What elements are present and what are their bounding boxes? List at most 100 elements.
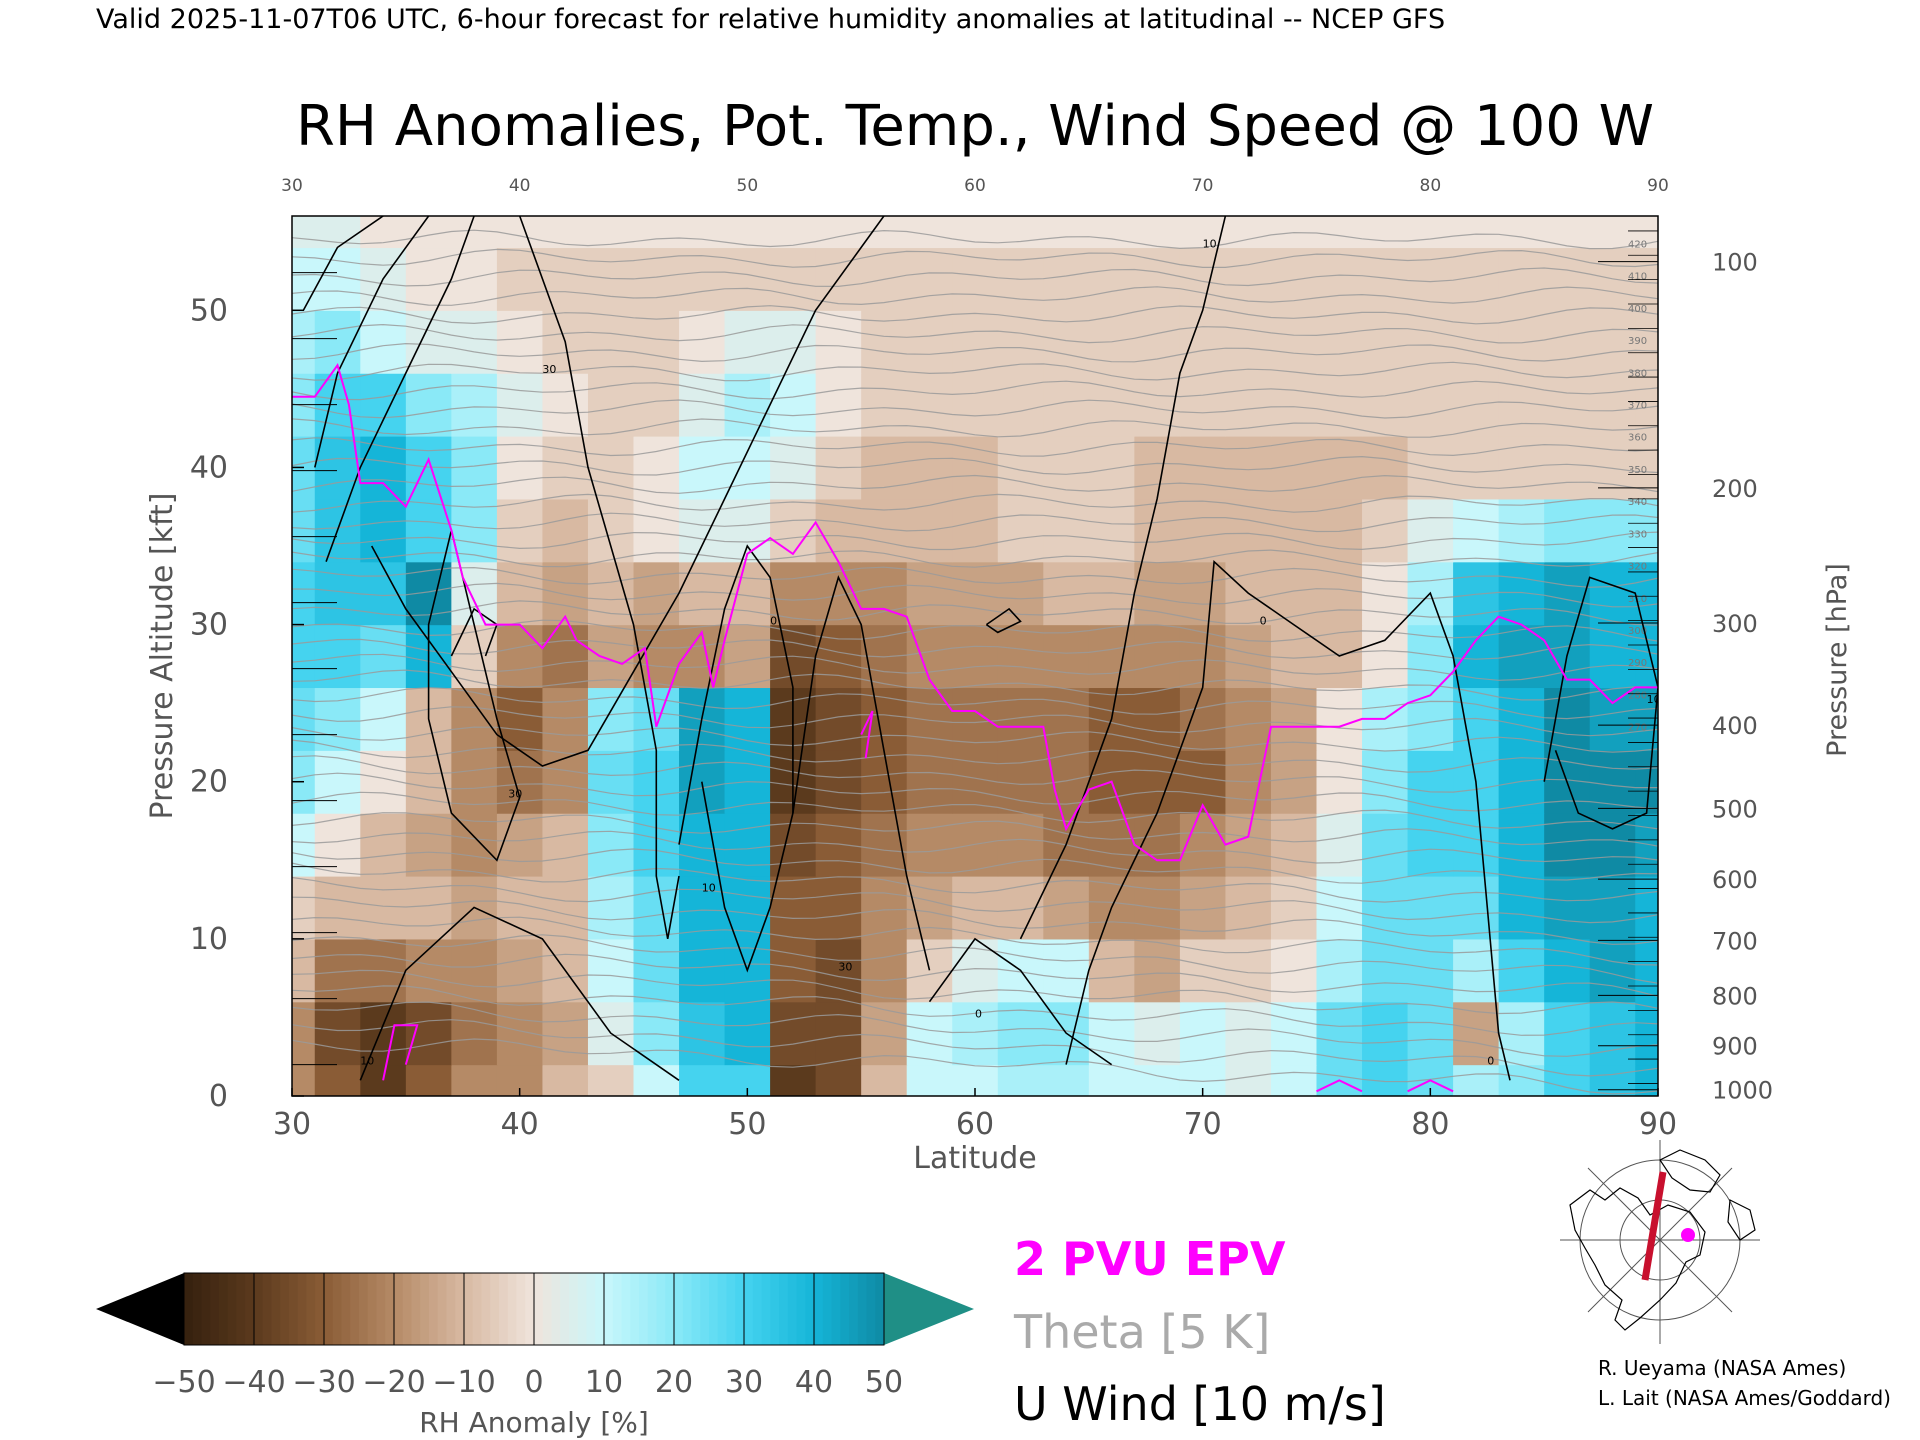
rh-cell <box>952 436 999 500</box>
theta-contour <box>292 1001 1658 1057</box>
rh-cell <box>1225 876 1272 940</box>
colorbar-segment <box>595 1273 605 1345</box>
rh-cell <box>1225 310 1272 374</box>
rh-cell <box>1453 216 1500 249</box>
rh-cell <box>587 938 635 1003</box>
rh-cell <box>1498 247 1545 311</box>
rh-cell <box>724 373 771 437</box>
pvu-line-fragment <box>382 1024 419 1081</box>
colorbar-tick-label: −20 <box>362 1365 425 1400</box>
u-wind-contour-label: 0 <box>1487 1055 1494 1068</box>
rh-cell <box>314 750 361 814</box>
theta-contour-label: 340 <box>1628 497 1647 508</box>
theta-contour-label: 280 <box>1628 690 1647 701</box>
rh-cell <box>861 750 908 814</box>
pressure-tick-label: 400 <box>1712 712 1758 740</box>
colorbar-segment <box>744 1273 754 1345</box>
y-axis-ticks: 0 10 20 30 40 50 <box>190 272 337 1114</box>
rh-cell <box>542 436 589 500</box>
theta-contour-label: 330 <box>1628 529 1647 540</box>
rh-cell <box>405 373 452 437</box>
u-wind-contour-label: 10 <box>360 1055 374 1068</box>
rh-cell <box>405 1064 452 1096</box>
colorbar-segment <box>446 1273 456 1345</box>
rh-cell <box>587 216 635 249</box>
rh-cell <box>1635 216 1658 249</box>
u-wind-contour <box>302 216 384 311</box>
rh-cell <box>1362 750 1409 814</box>
rh-cell <box>1544 561 1591 626</box>
rh-cell <box>1635 750 1658 814</box>
rh-cell <box>292 876 316 940</box>
rh-cell <box>1498 876 1545 940</box>
inset-coastline <box>1569 1149 1756 1331</box>
x-tick-label: 80 <box>1411 1107 1449 1142</box>
rh-cell <box>1544 310 1591 374</box>
colorbar-segment <box>534 1273 544 1345</box>
theta-contour <box>292 862 1658 903</box>
pressure-tick-label: 900 <box>1712 1033 1758 1061</box>
rh-cell <box>1635 876 1658 940</box>
legend-pvu: 2 PVU EPV <box>1014 1232 1286 1286</box>
rh-cell <box>1134 1001 1181 1066</box>
rh-cell <box>906 436 953 500</box>
rh-cell <box>292 498 316 563</box>
theta-contour <box>292 229 1658 250</box>
rh-cell <box>1088 498 1135 563</box>
rh-cell <box>1498 498 1545 563</box>
rh-cell <box>1134 216 1181 249</box>
rh-cell <box>1498 561 1545 626</box>
rh-cell <box>1635 498 1658 563</box>
colorbar-segment <box>341 1273 351 1345</box>
rh-cell <box>587 1064 635 1096</box>
theta-contour-label: 410 <box>1628 272 1647 283</box>
rh-cell <box>997 216 1044 249</box>
rh-cell <box>1134 687 1181 751</box>
pvu-line-fragment <box>1407 1079 1454 1093</box>
rh-cell <box>633 1064 680 1096</box>
colorbar-frame <box>183 1272 885 1346</box>
theta-contour <box>292 361 1658 382</box>
colorbar-segment <box>656 1273 666 1345</box>
theta-contour <box>292 916 1658 966</box>
rh-cell <box>997 561 1044 626</box>
rh-cell <box>997 498 1044 563</box>
rh-cell <box>906 813 953 877</box>
rh-cell <box>952 750 999 814</box>
colorbar-segment <box>621 1273 631 1345</box>
plot-area: 4204104003903803703603503403303203103002… <box>190 176 1773 1142</box>
rh-cell <box>1498 216 1545 249</box>
rh-cell <box>1270 1064 1318 1096</box>
rh-cell <box>1362 310 1409 374</box>
rh-cell <box>1179 373 1227 437</box>
rh-cell <box>633 436 680 500</box>
rh-cell <box>1407 687 1454 751</box>
theta-contour-label: 360 <box>1628 433 1647 444</box>
colorbar-segment <box>551 1273 561 1345</box>
u-wind-contour <box>1543 576 1658 830</box>
pressure-axis-ticks: 100 200 300 400 500 600 700 800 900 1000 <box>1598 230 1773 1105</box>
rh-cell <box>770 247 817 311</box>
rh-cell <box>1453 876 1500 940</box>
rh-cell <box>496 1001 544 1066</box>
colorbar-segment <box>665 1273 675 1345</box>
theta-contour <box>292 493 1658 513</box>
rh-cell <box>496 624 544 689</box>
u-wind-contour-label: 0 <box>975 1007 982 1020</box>
rh-cell <box>1043 436 1090 500</box>
rh-cell <box>861 436 908 500</box>
colorbar-tick-label: 30 <box>725 1365 763 1400</box>
rh-cell <box>861 938 908 1003</box>
u-wind-contour-label: 10 <box>702 882 716 895</box>
rh-cell <box>542 373 589 437</box>
theta-contour-label: 380 <box>1628 368 1647 379</box>
rh-cell <box>1043 624 1090 689</box>
rh-cell <box>861 1064 908 1096</box>
colorbar-segment <box>359 1273 369 1345</box>
rh-cell <box>1635 687 1658 751</box>
rh-cell <box>1544 247 1591 311</box>
theta-contour <box>292 474 1658 494</box>
rh-cell <box>496 498 544 563</box>
rh-cell <box>815 813 862 877</box>
